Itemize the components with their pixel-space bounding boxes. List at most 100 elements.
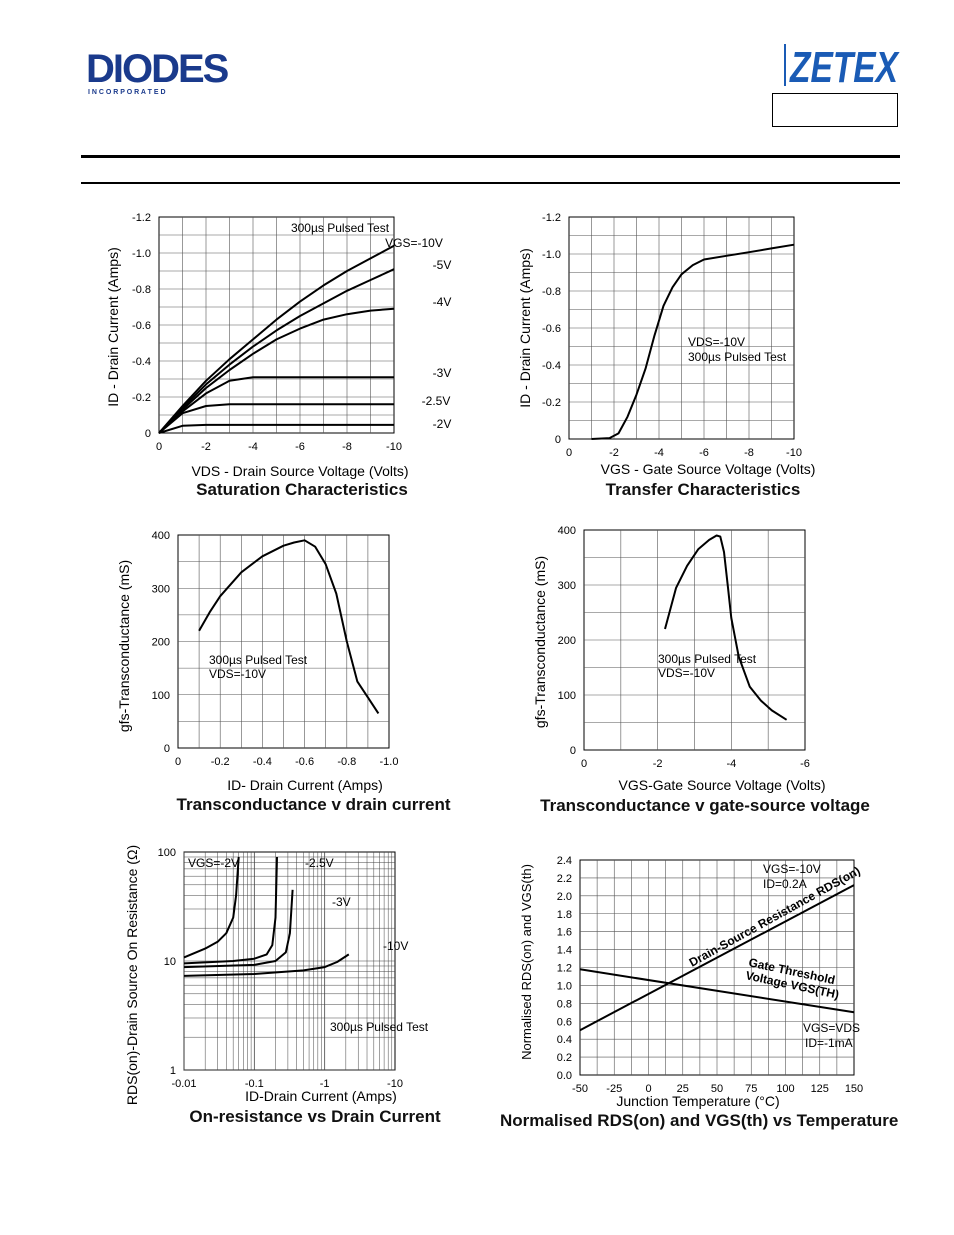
saturation-note-pulsed: 300µs Pulsed Test [291, 221, 390, 235]
gfs-id-xlabel: ID- Drain Current (Amps) [227, 777, 383, 793]
header-rule-top [81, 155, 900, 158]
y-tick-label: 200 [152, 637, 170, 649]
y-tick-label: 1 [170, 1065, 176, 1077]
temp-note-id-1ma: ID=-1mA [805, 1036, 853, 1050]
x-tick-label: 0 [175, 756, 181, 768]
saturation-grid: 0 -2 -4 -6 -8 -10 0 -0.2 -0.4 -0.6 -0.8 -1.0 -1.2 [132, 212, 402, 453]
y-tick-label: 10 [164, 956, 176, 968]
temp-grid: -50 -25 0 25 50 75 100 125 150 0.0 0.2 0.4 0.6 0.8 1.0… [557, 855, 863, 1095]
y-tick-label: 100 [558, 690, 576, 702]
transfer-grid: 0 -2 -4 -6 -8 -10 0 -0.2 -0.4 -0.6 -0.8 -1.0 -1.2 [542, 212, 802, 459]
x-tick-label: 100 [776, 1083, 794, 1095]
x-tick-label: -8 [342, 441, 352, 453]
x-tick-label: -0.01 [171, 1078, 196, 1090]
y-tick-label: -0.6 [132, 320, 151, 332]
header-box [772, 93, 898, 127]
saturation-label-5v: -5V [433, 258, 452, 272]
x-tick-label: -4 [248, 441, 258, 453]
saturation-note-vgs: VGS=-10V [385, 236, 443, 250]
diodes-logo-text: DIODES [86, 48, 229, 91]
y-tick-label: 2.0 [557, 891, 572, 903]
x-tick-label: -0.2 [211, 756, 230, 768]
x-tick-label: -0.4 [253, 756, 272, 768]
x-tick-label: -4 [654, 447, 664, 459]
gfs-id-chart: 0 -0.2 -0.4 -0.6 -0.8 -1.0 0 100 200 300 400 300µs… [116, 530, 399, 793]
diodes-logo-subtext: I N C O R P O R A T E D [88, 89, 166, 96]
y-tick-label: 200 [558, 635, 576, 647]
gfs-vgs-xlabel: VGS-Gate Source Voltage (Volts) [619, 777, 826, 793]
zetex-logo: ZETEX [782, 40, 900, 92]
x-tick-label: 50 [711, 1083, 723, 1095]
gfs-id-ylabel: gfs-Transconductance (mS) [116, 560, 132, 732]
series-line-0 [664, 534, 788, 721]
y-tick-label: -0.2 [542, 397, 561, 409]
x-tick-label: -0.1 [245, 1078, 264, 1090]
x-tick-label: -1 [320, 1078, 330, 1090]
y-tick-label: -0.4 [132, 356, 151, 368]
y-tick-label: 0.8 [557, 998, 572, 1010]
saturation-label-3v: -3V [433, 366, 452, 380]
y-tick-label: 2.2 [557, 873, 572, 885]
y-tick-label: 300 [558, 580, 576, 592]
rds-ylabel: RDS(on)-Drain Source On Resistance (Ω) [124, 845, 140, 1105]
x-tick-label: -10 [387, 1078, 403, 1090]
gfs-vgs-note-pulsed: 300µs Pulsed Test [658, 652, 757, 666]
rds-label-3v: -3V [332, 895, 351, 909]
series-line-1 [579, 968, 855, 1014]
y-tick-label: -0.8 [132, 284, 151, 296]
y-tick-label: 0.2 [557, 1052, 572, 1064]
transfer-ylabel: ID - Drain Current (Amps) [517, 248, 533, 407]
x-tick-label: 125 [811, 1083, 829, 1095]
x-tick-label: 25 [677, 1083, 689, 1095]
series-line-3 [183, 953, 350, 977]
rds-note-pulsed: 300µs Pulsed Test [330, 1020, 429, 1034]
series-line-2 [158, 307, 395, 434]
x-tick-label: -0.6 [295, 756, 314, 768]
x-tick-label: 0 [645, 1083, 651, 1095]
y-tick-label: 100 [158, 847, 176, 859]
x-tick-label: -2 [653, 758, 663, 770]
y-tick-label: 400 [152, 530, 170, 542]
y-tick-label: 0.6 [557, 1016, 572, 1028]
gfs-vgs-chart: 0 -2 -4 -6 0 100 200 300 400 300µs Pulsed Test V… [532, 525, 826, 793]
y-tick-label: 0 [555, 434, 561, 446]
y-tick-label: 1.4 [557, 945, 572, 957]
transfer-caption: Transfer Characteristics [605, 480, 801, 499]
y-tick-label: -1.2 [542, 212, 561, 224]
saturation-label-4v: -4V [433, 295, 452, 309]
rds-grid: -0.01 -0.1 -1 -10 1 10 100 [158, 847, 403, 1090]
transfer-note-pulsed: 300µs Pulsed Test [688, 350, 787, 364]
x-tick-label: -6 [699, 447, 709, 459]
y-tick-label: 400 [558, 525, 576, 537]
x-tick-label: -0.8 [337, 756, 356, 768]
rds-xlabel: ID-Drain Current (Amps) [245, 1088, 397, 1104]
series-line-0 [158, 244, 395, 434]
x-tick-label: -6 [295, 441, 305, 453]
temp-note-vgs: VGS=-10V [763, 862, 821, 876]
saturation-label-2-5v: -2.5V [422, 394, 451, 408]
gfs-id-grid: 0 -0.2 -0.4 -0.6 -0.8 -1.0 0 100 200 300 400 [152, 530, 399, 768]
y-tick-label: 0.4 [557, 1034, 572, 1046]
series-line-3 [158, 376, 394, 434]
gfs-vgs-note-vds: VDS=-10V [658, 666, 715, 680]
rds-chart: -0.01 -0.1 -1 -10 1 10 100 VGS=-2V -2.5V -3V -… [124, 845, 429, 1105]
y-tick-label: 2.4 [557, 855, 572, 867]
transfer-chart: 0 -2 -4 -6 -8 -10 0 -0.2 -0.4 -0.6 -0.8 -1.0 -1.2 VD… [517, 212, 816, 477]
x-tick-label: -10 [386, 441, 402, 453]
series-line-0 [579, 884, 855, 1032]
y-tick-label: 0 [570, 745, 576, 757]
transfer-xlabel: VGS - Gate Source Voltage (Volts) [601, 461, 816, 477]
diodes-logo: DIODES I N C O R P O R A T E D [86, 47, 258, 98]
gfs-id-note-pulsed: 300µs Pulsed Test [209, 653, 308, 667]
temp-note-vgs-vds: VGS=VDS [803, 1021, 860, 1035]
series-line-1 [183, 856, 278, 965]
y-tick-label: 0 [145, 428, 151, 440]
x-tick-label: 0 [581, 758, 587, 770]
series-line-2 [183, 889, 294, 969]
x-tick-label: -6 [800, 758, 810, 770]
temp-xlabel: Junction Temperature (°C) [616, 1093, 779, 1109]
header-rule-bottom [81, 182, 900, 184]
y-tick-label: -0.2 [132, 392, 151, 404]
x-tick-label: 0 [156, 441, 162, 453]
saturation-ylabel: ID - Drain Current (Amps) [105, 247, 121, 406]
